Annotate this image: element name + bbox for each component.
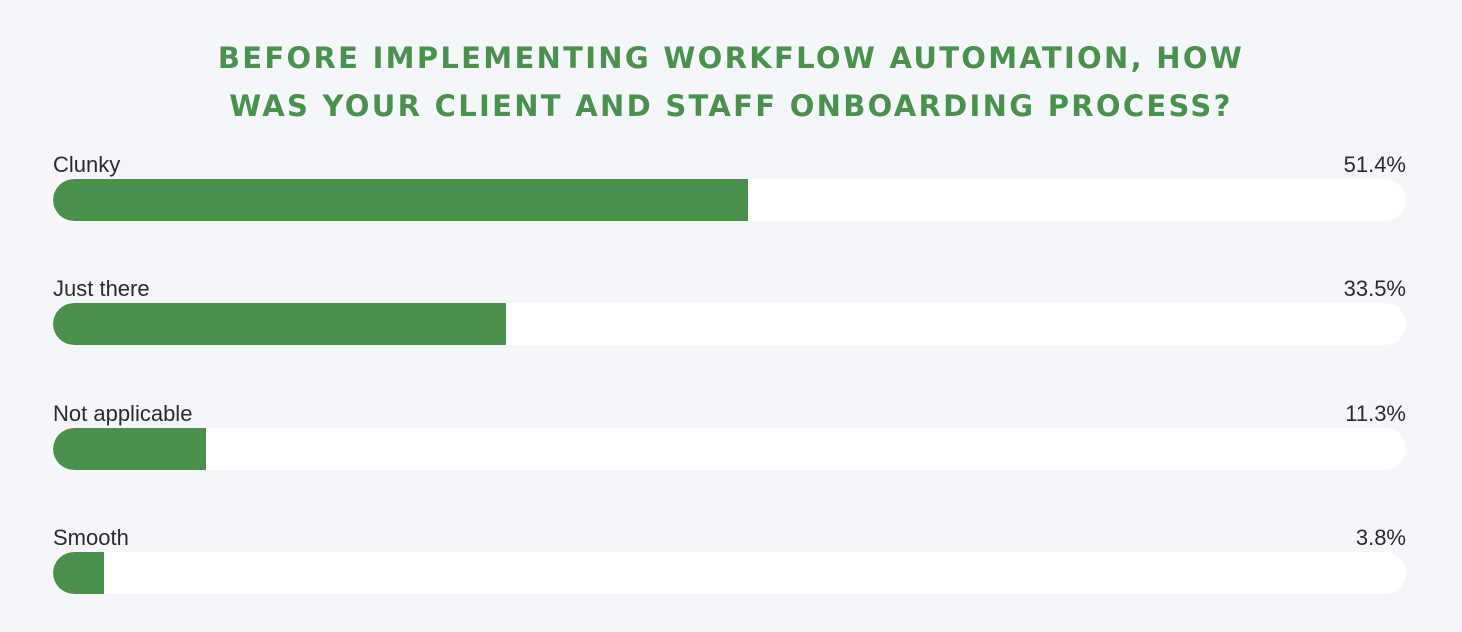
value-label-not-applicable: 11.3% (1345, 401, 1406, 426)
category-label-just-there: Just there (53, 276, 150, 301)
value-label-just-there: 33.5% (1343, 276, 1406, 301)
chart-title: BEFORE IMPLEMENTING WORKFLOW AUTOMATION,… (0, 34, 1462, 130)
bar-smooth (53, 552, 105, 594)
bar-just-there (53, 303, 507, 345)
bar-clunky (53, 179, 749, 221)
bar-row-smooth: Smooth 3.8% (53, 525, 1406, 595)
chart-title-line-2: WAS YOUR CLIENT AND STAFF ONBOARDING PRO… (229, 89, 1233, 123)
bar-track-smooth (53, 552, 1406, 594)
value-label-smooth: 3.8% (1355, 525, 1406, 550)
bar-row-not-applicable: Not applicable 11.3% (53, 401, 1406, 471)
chart-title-line-1: BEFORE IMPLEMENTING WORKFLOW AUTOMATION,… (217, 41, 1245, 75)
value-label-clunky: 51.4% (1343, 152, 1406, 177)
bar-track-not-applicable (53, 428, 1406, 470)
bar-track-just-there (53, 303, 1406, 345)
category-label-clunky: Clunky (53, 152, 121, 177)
bar-not-applicable (53, 428, 206, 470)
bar-row-just-there: Just there 33.5% (53, 276, 1406, 346)
category-label-smooth: Smooth (53, 525, 129, 550)
category-label-not-applicable: Not applicable (53, 401, 193, 426)
bar-track-clunky (53, 179, 1406, 221)
bar-row-clunky: Clunky 51.4% (53, 152, 1406, 222)
